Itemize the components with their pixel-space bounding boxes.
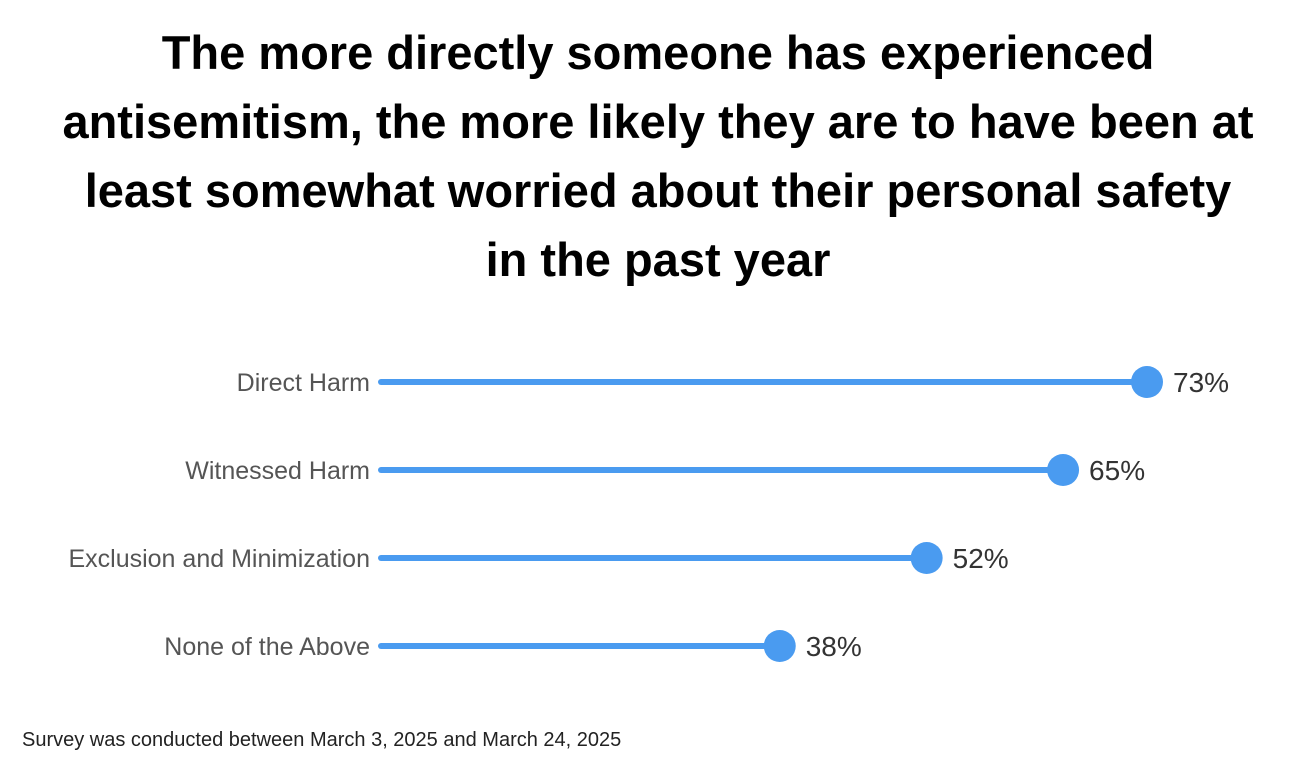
lollipop-dot xyxy=(1047,454,1080,486)
lollipop-dot xyxy=(763,630,796,662)
category-label: Exclusion and Minimization xyxy=(68,545,370,573)
value-label: 52% xyxy=(953,543,1009,574)
value-label: 38% xyxy=(806,631,862,662)
category-label: None of the Above xyxy=(164,633,370,661)
lollipop-dot xyxy=(1131,366,1163,398)
chart-title: The more directly someone has experience… xyxy=(62,26,1254,286)
category-label: Direct Harm xyxy=(237,369,370,397)
category-label: Witnessed Harm xyxy=(185,457,370,485)
footer-note: Survey was conducted between March 3, 20… xyxy=(22,729,622,751)
lollipop-dot xyxy=(910,542,943,574)
value-label: 73% xyxy=(1173,367,1229,398)
value-label: 65% xyxy=(1089,455,1145,486)
lollipop-chart: Direct Harm 73% Witnessed Harm 65% Exclusion… xyxy=(68,366,1229,662)
